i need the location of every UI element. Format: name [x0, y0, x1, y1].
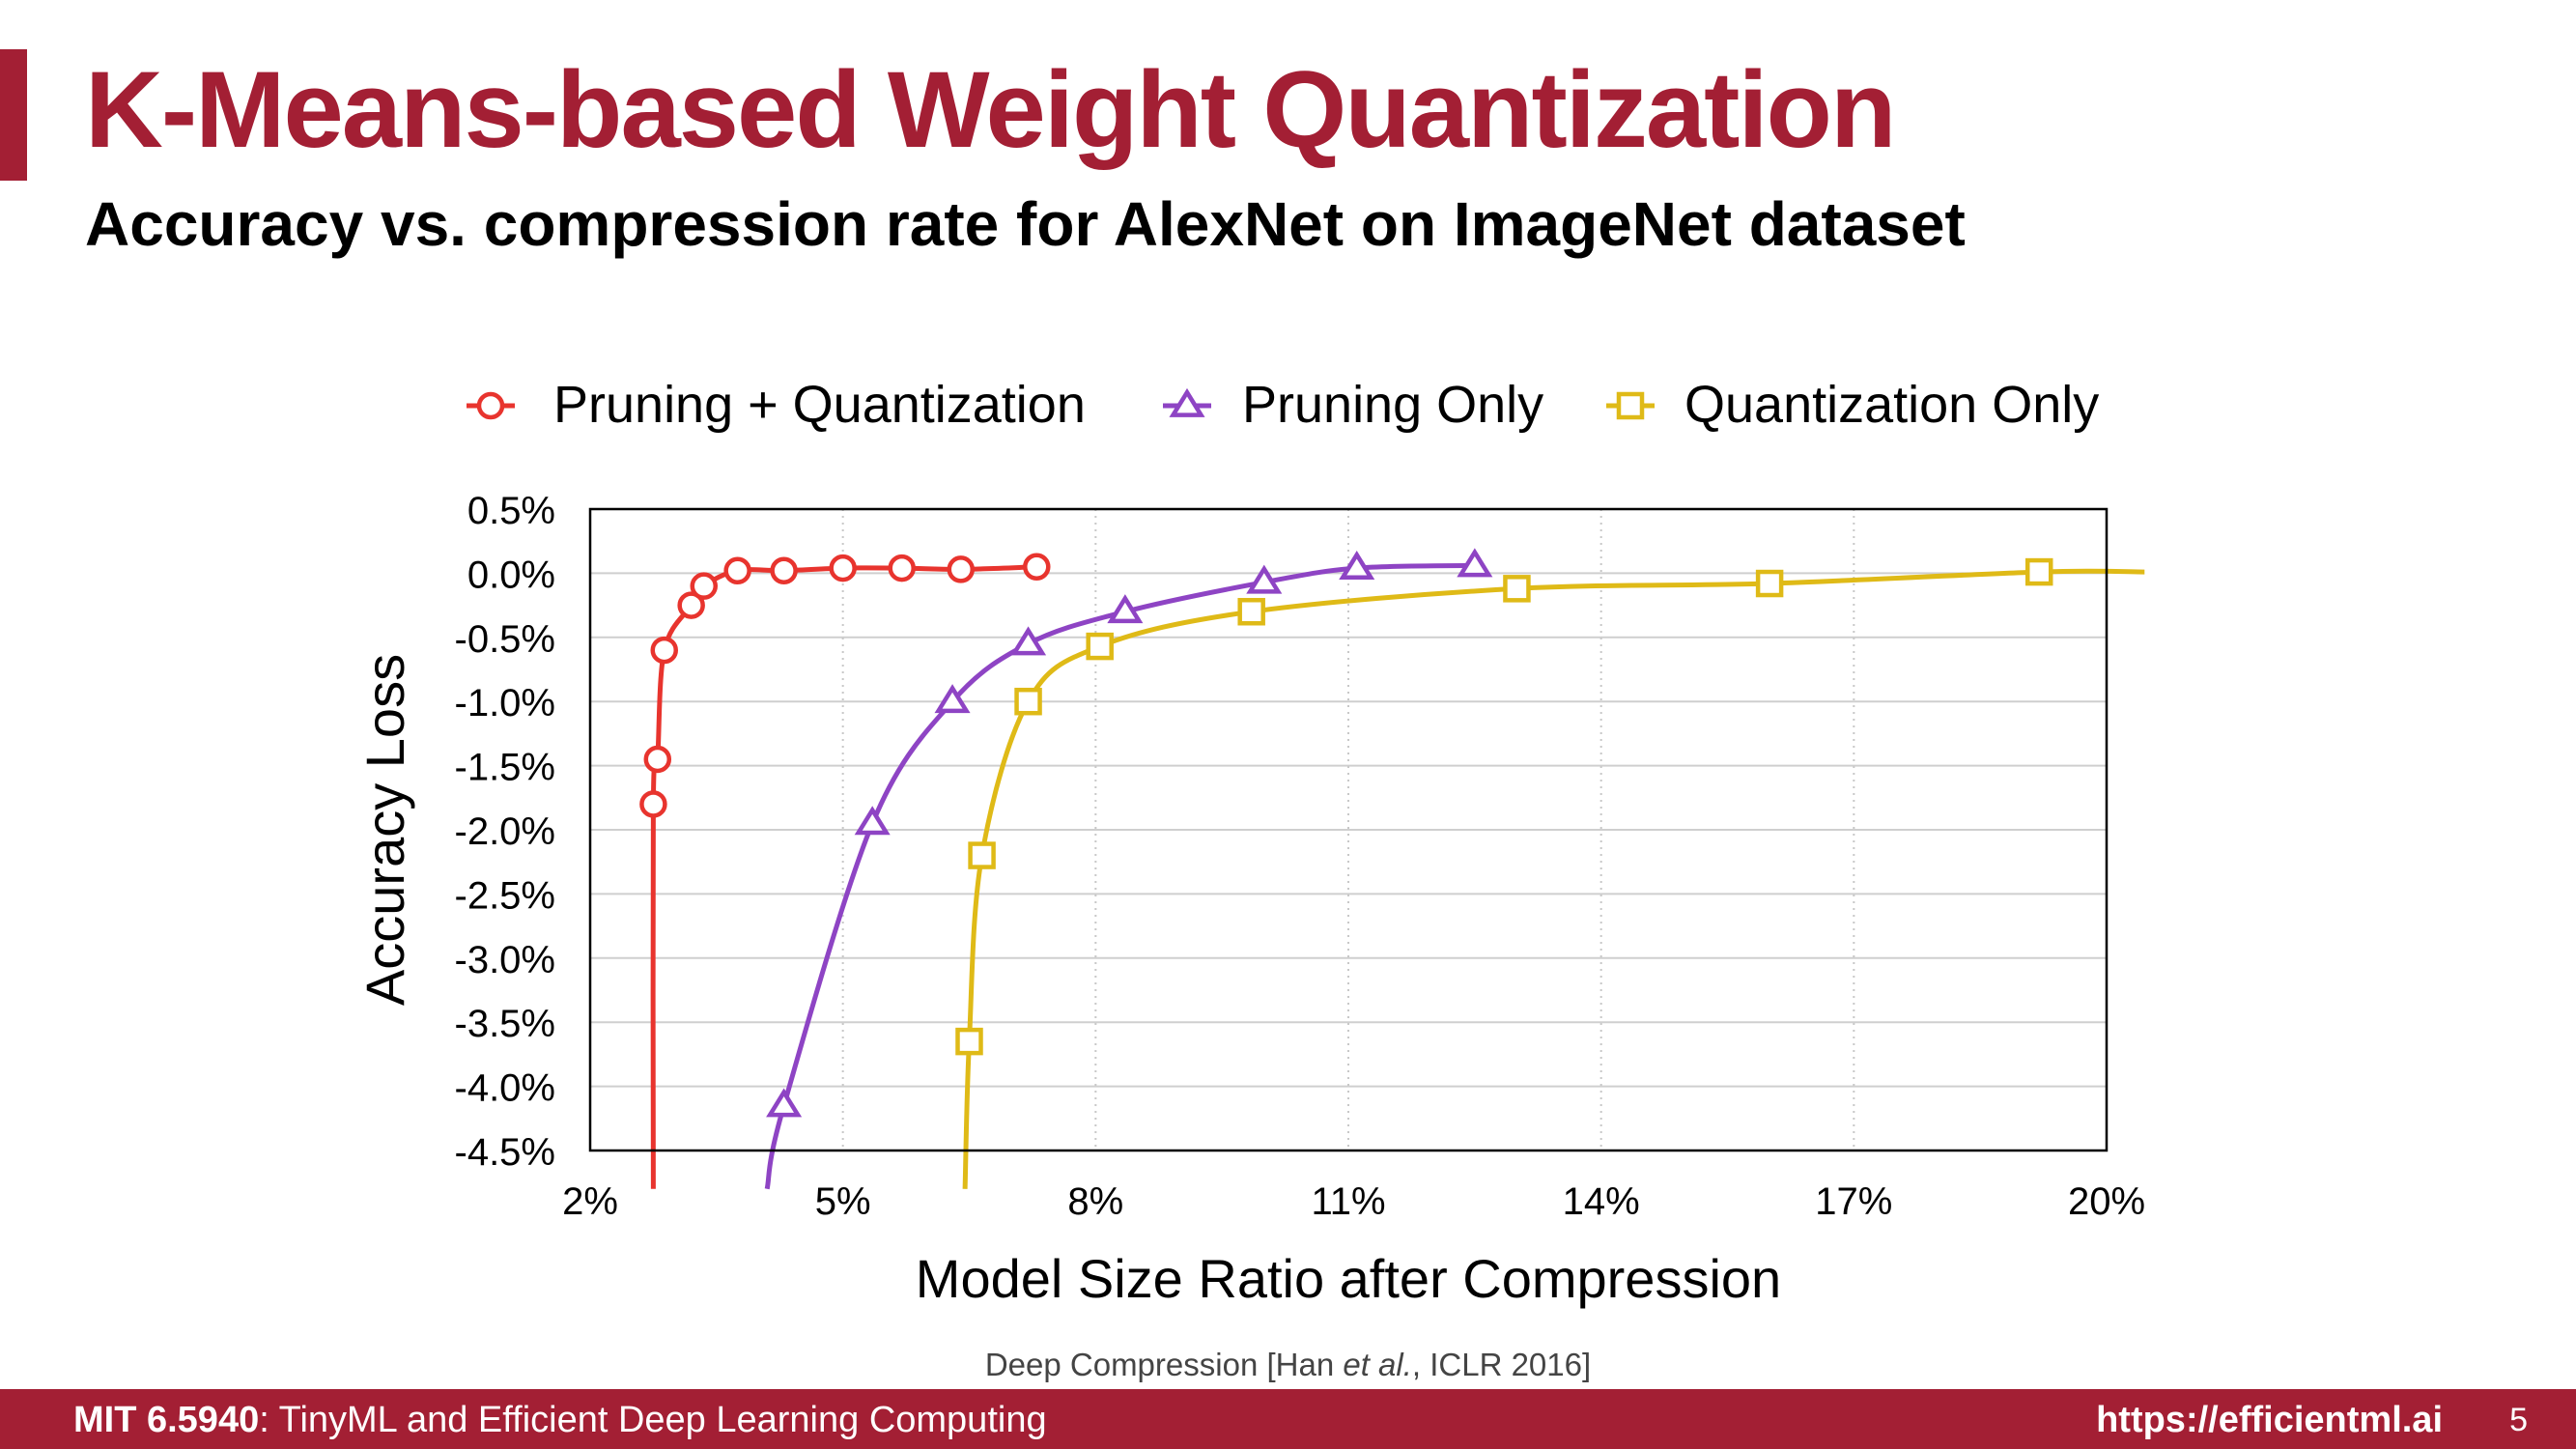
data-point — [677, 591, 705, 619]
y-tick-label: -4.5% — [455, 1131, 556, 1174]
data-point — [1457, 548, 1493, 578]
data-point — [1010, 626, 1047, 656]
y-tick-label: -0.5% — [455, 618, 556, 661]
data-point — [1339, 551, 1375, 580]
x-tick-label: 20% — [2068, 1180, 2145, 1223]
data-point — [723, 556, 751, 584]
title-accent-bar — [0, 49, 27, 181]
y-axis-label: Accuracy Loss — [354, 654, 415, 1006]
series-1 — [639, 553, 1051, 1189]
footer-page-number: 5 — [2509, 1402, 2528, 1438]
plot-frame — [588, 507, 2109, 1152]
data-point — [1246, 564, 1283, 594]
legend-marker — [476, 391, 505, 420]
x-tick-label: 11% — [1311, 1180, 1385, 1223]
citation-prefix: Deep Compression [Han — [984, 1347, 1344, 1382]
x-axis-label: Model Size Ratio after Compression — [916, 1248, 1781, 1309]
legend: Pruning + Quantization Pruning Only Quanti… — [467, 376, 2099, 434]
citation-suffix: , ICLR 2016] — [1411, 1347, 1592, 1382]
footer-course-code: MIT 6.5940 — [73, 1400, 260, 1440]
data-point — [1755, 569, 1784, 598]
data-point — [955, 1027, 983, 1056]
data-point — [2024, 557, 2053, 586]
y-tick-label: -4.0% — [455, 1067, 556, 1110]
citation-italic: et al. — [1343, 1347, 1412, 1382]
data-point — [1014, 687, 1042, 716]
data-point — [650, 636, 679, 665]
footer-bar: MIT 6.5940: TinyML and Efficient Deep Le… — [0, 1389, 2576, 1449]
legend-label: Pruning Only — [1242, 376, 1543, 434]
data-point — [770, 556, 798, 584]
footer-url-link[interactable]: https://efficientml.ai — [2096, 1400, 2443, 1440]
y-tick-label: 0.5% — [467, 490, 555, 532]
series-2 — [764, 548, 1493, 1190]
data-point — [639, 790, 667, 818]
slide-subtitle: Accuracy vs. compression rate for AlexNe… — [85, 189, 1966, 259]
footer-course: MIT 6.5940: TinyML and Efficient Deep Le… — [73, 1400, 1047, 1441]
data-point — [766, 1088, 803, 1118]
x-tick-label: 14% — [1563, 1180, 1640, 1223]
data-point — [1023, 553, 1051, 582]
ticks: 0.5% 0.0% -0.5% -1.0% -1.5% -2.0% -2.5% -3.0% -3… — [455, 490, 2146, 1223]
legend-item-3: Quantization Only — [1606, 376, 2099, 434]
y-tick-label: -3.0% — [455, 939, 556, 981]
legend-marker — [1616, 391, 1645, 420]
data-point — [690, 572, 718, 600]
legend-item-2: Pruning Only — [1163, 376, 1543, 434]
data-point — [829, 554, 857, 582]
y-tick-label: -1.0% — [455, 682, 556, 724]
y-tick-label: -3.5% — [455, 1003, 556, 1045]
x-tick-label: 8% — [1067, 1180, 1123, 1223]
x-tick-label: 17% — [1815, 1180, 1892, 1223]
x-tick-label: 2% — [562, 1180, 618, 1223]
data-point — [947, 555, 976, 583]
footer-course-title: : TinyML and Efficient Deep Learning Com… — [259, 1400, 1047, 1440]
legend-marker — [1169, 387, 1205, 417]
series-3 — [955, 557, 2145, 1189]
y-tick-label: -1.5% — [455, 747, 556, 789]
citation: Deep Compression [Han et al., ICLR 2016] — [0, 1347, 2576, 1383]
data-point — [1107, 594, 1144, 624]
data-point — [1503, 575, 1531, 603]
data-point — [968, 841, 996, 869]
y-tick-label: 0.0% — [467, 554, 555, 596]
series-layer — [639, 548, 2145, 1190]
data-point — [1237, 597, 1265, 626]
legend-label: Pruning + Quantization — [553, 376, 1086, 434]
legend-item-1: Pruning + Quantization — [467, 376, 1086, 434]
slide-title: K-Means-based Weight Quantization — [85, 49, 1896, 170]
data-point — [854, 806, 891, 836]
data-point — [888, 554, 916, 582]
y-tick-label: -2.0% — [455, 810, 556, 853]
data-point — [934, 684, 971, 714]
y-tick-label: -2.5% — [455, 874, 556, 917]
data-point — [643, 745, 672, 774]
data-point — [1086, 632, 1114, 661]
legend-label: Quantization Only — [1684, 376, 2099, 434]
x-tick-label: 5% — [815, 1180, 871, 1223]
